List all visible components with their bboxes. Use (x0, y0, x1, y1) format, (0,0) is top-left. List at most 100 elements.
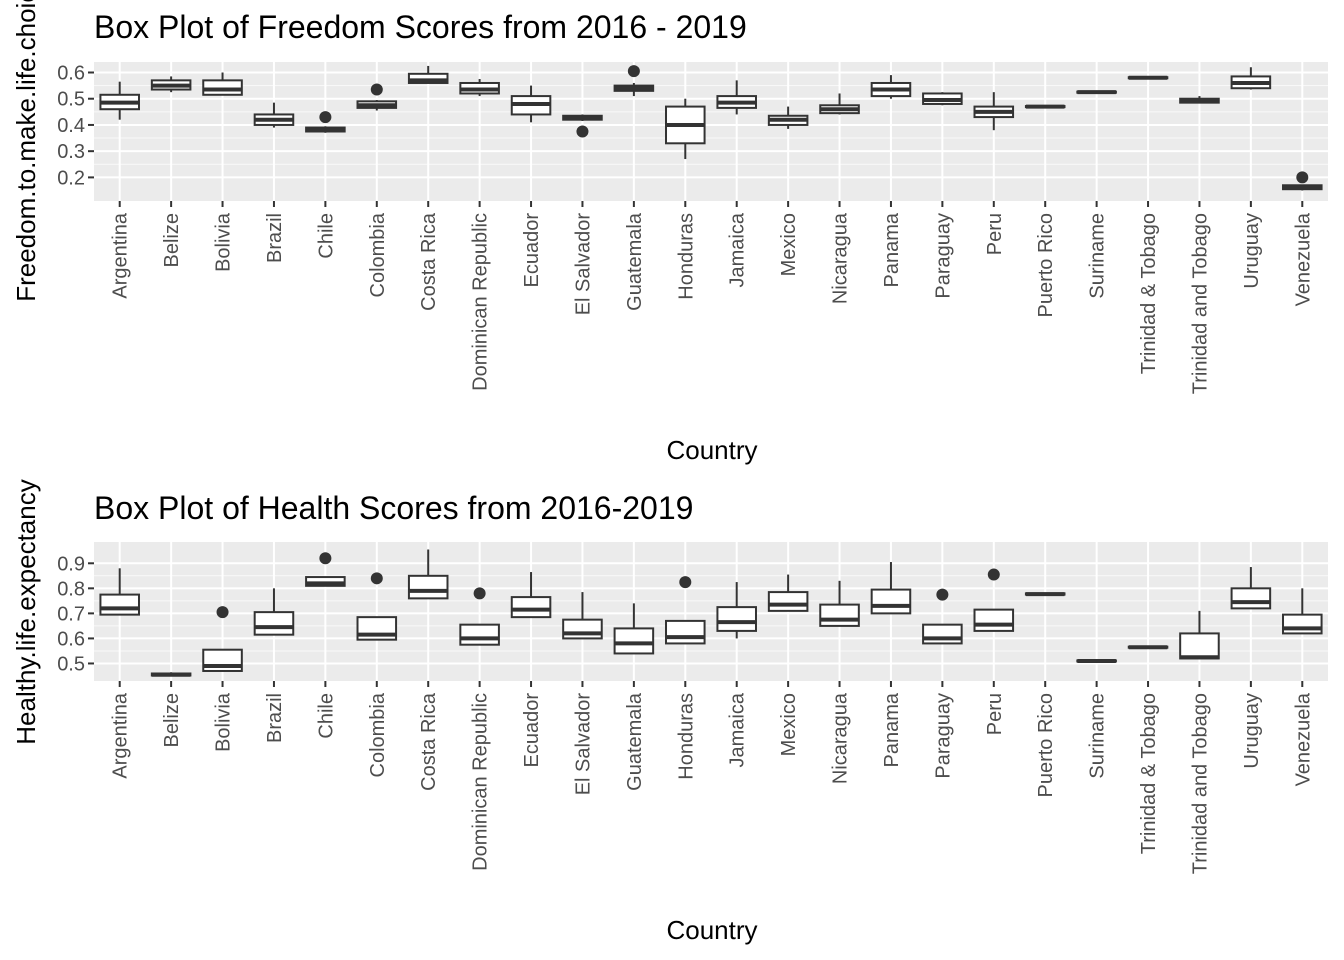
health-category-label: Panama (881, 692, 903, 767)
health-y-tick-label: 0.8 (57, 578, 85, 600)
health-y-tick-label: 0.5 (57, 653, 85, 675)
freedom-category-label: Uruguay (1241, 213, 1263, 289)
freedom-box (562, 114, 603, 138)
health-category-label: Suriname (1087, 693, 1109, 779)
freedom-y-tick-label: 0.5 (57, 89, 85, 111)
health-box (716, 582, 757, 639)
freedom-category-label: Ecuador (521, 213, 543, 288)
freedom-box (459, 79, 500, 97)
health-box-iqr (510, 596, 552, 619)
freedom-box (305, 111, 346, 133)
freedom-box (819, 93, 860, 115)
health-y-tick-label: 0.9 (57, 553, 85, 575)
freedom-box (767, 106, 809, 129)
health-box-iqr (767, 591, 809, 612)
freedom-y-tick-label: 0.6 (57, 62, 85, 84)
health-category-label: Argentina (110, 692, 132, 778)
health-box (870, 562, 912, 615)
freedom-box (973, 92, 1015, 131)
health-category-label: Nicaragua (830, 692, 852, 784)
health-box (1282, 588, 1323, 635)
freedom-outlier-point (627, 65, 640, 78)
health-box-iqr (459, 623, 500, 646)
health-outlier-point (216, 606, 229, 619)
health-category-label: Chile (315, 693, 337, 739)
health-outlier-point (679, 576, 692, 589)
freedom-box-plot: Box Plot of Freedom Scores from 2016 - 2… (11, 0, 1328, 465)
health-box (767, 574, 809, 612)
health-category-label: El Salvador (572, 693, 594, 796)
freedom-panel-background (94, 62, 1328, 201)
health-category-label: Trinidad and Tobago (1189, 693, 1211, 874)
health-box-iqr (716, 606, 757, 632)
freedom-category-label: Paraguay (932, 213, 954, 299)
freedom-box (407, 65, 449, 84)
freedom-category-label: El Salvador (572, 213, 594, 316)
health-category-label: Puerto Rico (1035, 693, 1057, 798)
freedom-box (870, 75, 912, 99)
health-y-tick-label: 0.6 (57, 628, 85, 650)
freedom-category-label: Trinidad & Tobago (1138, 213, 1160, 374)
health-box-iqr (1230, 587, 1272, 610)
freedom-box (510, 85, 552, 123)
freedom-category-label: Mexico (778, 213, 800, 276)
freedom-box (1282, 171, 1323, 191)
health-panel-background (94, 542, 1328, 681)
health-box (819, 580, 860, 627)
health-box (562, 592, 603, 640)
freedom-outlier-point (319, 111, 332, 124)
freedom-category-label: Suriname (1087, 213, 1109, 299)
freedom-category-label: Guatemala (624, 212, 646, 311)
health-box-iqr (613, 627, 655, 655)
health-category-label: Belize (161, 693, 183, 747)
freedom-box (150, 76, 192, 93)
health-category-label: Honduras (675, 693, 697, 780)
health-box-iqr (1179, 632, 1220, 660)
freedom-box (356, 83, 398, 111)
health-box-iqr (407, 574, 449, 600)
health-outlier-point (370, 572, 383, 585)
health-category-label: Trinidad & Tobago (1138, 693, 1160, 854)
health-box (973, 568, 1015, 632)
health-category-label: Colombia (367, 692, 389, 777)
freedom-box (99, 81, 140, 120)
health-box (150, 672, 192, 677)
freedom-outlier-point (576, 125, 589, 138)
health-box (202, 606, 243, 672)
freedom-category-label: Panama (881, 212, 903, 287)
health-box-plot: Box Plot of Health Scores from 2016-2019… (11, 479, 1328, 945)
health-box (510, 572, 552, 619)
health-category-label: Dominican Republic (470, 693, 492, 871)
health-box (459, 587, 500, 646)
health-outlier-point (936, 588, 949, 601)
freedom-box (1076, 90, 1117, 95)
freedom-category-label: Chile (315, 213, 337, 259)
health-box (665, 576, 706, 645)
health-category-label: Peru (984, 693, 1006, 735)
health-box-iqr (1282, 613, 1323, 635)
freedom-category-label: Venezuela (1292, 212, 1314, 306)
health-category-label: Paraguay (932, 693, 954, 779)
health-box (305, 552, 346, 587)
freedom-category-label: Belize (161, 213, 183, 267)
freedom-box (613, 65, 655, 97)
freedom-chart-title: Box Plot of Freedom Scores from 2016 - 2… (94, 9, 747, 45)
health-outlier-point (473, 587, 486, 600)
health-box (1179, 610, 1220, 660)
freedom-box (665, 98, 706, 160)
health-box-iqr (562, 618, 603, 640)
freedom-box (1127, 75, 1169, 80)
health-box-iqr (870, 588, 912, 615)
health-y-tick-label: 0.7 (57, 603, 85, 625)
freedom-category-label: Jamaica (727, 212, 749, 287)
freedom-category-label: Brazil (264, 213, 286, 263)
health-box (1230, 567, 1272, 610)
freedom-box (922, 92, 963, 106)
health-box (356, 572, 398, 641)
freedom-y-axis-title: Freedom.to.make.life.choices (11, 0, 41, 302)
health-box (253, 588, 295, 636)
health-box-iqr (665, 619, 706, 645)
health-y-axis-title: Healthy.life.expectancy (11, 479, 41, 744)
health-chart-title: Box Plot of Health Scores from 2016-2019 (94, 490, 693, 526)
freedom-category-label: Dominican Republic (470, 213, 492, 391)
